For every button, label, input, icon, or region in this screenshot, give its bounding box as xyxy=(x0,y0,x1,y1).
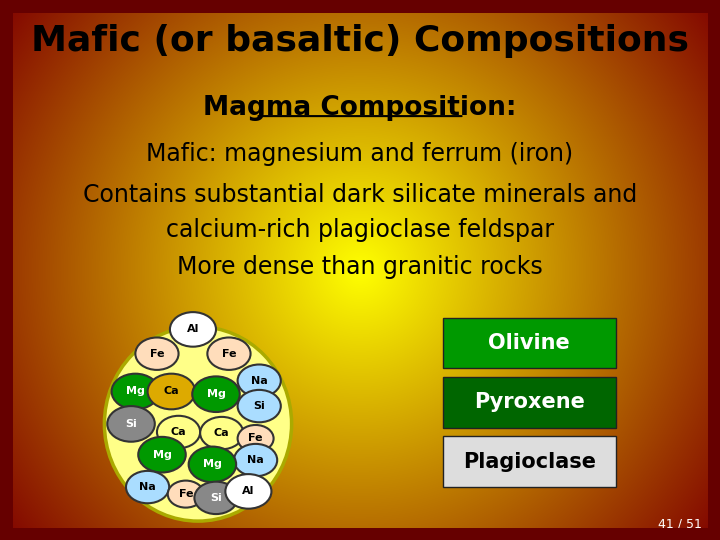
Circle shape xyxy=(148,374,195,409)
Text: Fe: Fe xyxy=(248,434,263,443)
Circle shape xyxy=(225,474,271,509)
Circle shape xyxy=(238,390,281,422)
Text: Si: Si xyxy=(125,419,137,429)
Circle shape xyxy=(192,376,240,412)
Text: Plagioclase: Plagioclase xyxy=(463,451,595,472)
Text: Na: Na xyxy=(251,376,268,386)
Circle shape xyxy=(170,312,216,347)
Text: 41 / 51: 41 / 51 xyxy=(658,517,702,530)
Text: Olivine: Olivine xyxy=(488,333,570,353)
Text: Si: Si xyxy=(210,493,222,503)
Text: Mg: Mg xyxy=(203,460,222,469)
Circle shape xyxy=(238,425,274,452)
FancyBboxPatch shape xyxy=(443,377,616,428)
Text: Contains substantial dark silicate minerals and: Contains substantial dark silicate miner… xyxy=(83,184,637,207)
Text: Na: Na xyxy=(247,455,264,465)
Text: Mg: Mg xyxy=(153,450,171,460)
Circle shape xyxy=(138,437,186,472)
Circle shape xyxy=(135,338,179,370)
Text: Al: Al xyxy=(242,487,255,496)
Text: Mg: Mg xyxy=(207,389,225,399)
Text: calcium-rich plagioclase feldspar: calcium-rich plagioclase feldspar xyxy=(166,218,554,241)
Text: Mafic: ​magnesium and ​ferrum (iron): Mafic: ​magnesium and ​ferrum (iron) xyxy=(146,142,574,166)
Circle shape xyxy=(238,364,281,397)
Circle shape xyxy=(107,406,155,442)
Text: Fe: Fe xyxy=(222,349,236,359)
Circle shape xyxy=(200,417,243,449)
Text: Pyroxene: Pyroxene xyxy=(474,392,585,413)
Circle shape xyxy=(157,416,200,448)
Text: Si: Si xyxy=(253,401,265,411)
Text: Magma Composition:: Magma Composition: xyxy=(203,95,517,121)
FancyBboxPatch shape xyxy=(443,436,616,487)
Text: Mafic (or basaltic) Compositions: Mafic (or basaltic) Compositions xyxy=(31,24,689,57)
Circle shape xyxy=(126,471,169,503)
Text: Fe: Fe xyxy=(179,489,193,499)
Text: Mg: Mg xyxy=(126,387,145,396)
Text: More dense than granitic rocks: More dense than granitic rocks xyxy=(177,255,543,279)
Text: Na: Na xyxy=(139,482,156,492)
Text: Ca: Ca xyxy=(214,428,230,438)
Text: Al: Al xyxy=(186,325,199,334)
Circle shape xyxy=(234,444,277,476)
Ellipse shape xyxy=(104,327,292,521)
Circle shape xyxy=(189,447,236,482)
Text: Ca: Ca xyxy=(171,427,186,437)
Circle shape xyxy=(112,374,159,409)
Circle shape xyxy=(168,481,204,508)
Circle shape xyxy=(194,482,238,514)
Text: Ca: Ca xyxy=(163,387,179,396)
Text: Fe: Fe xyxy=(150,349,164,359)
Circle shape xyxy=(207,338,251,370)
FancyBboxPatch shape xyxy=(443,318,616,368)
